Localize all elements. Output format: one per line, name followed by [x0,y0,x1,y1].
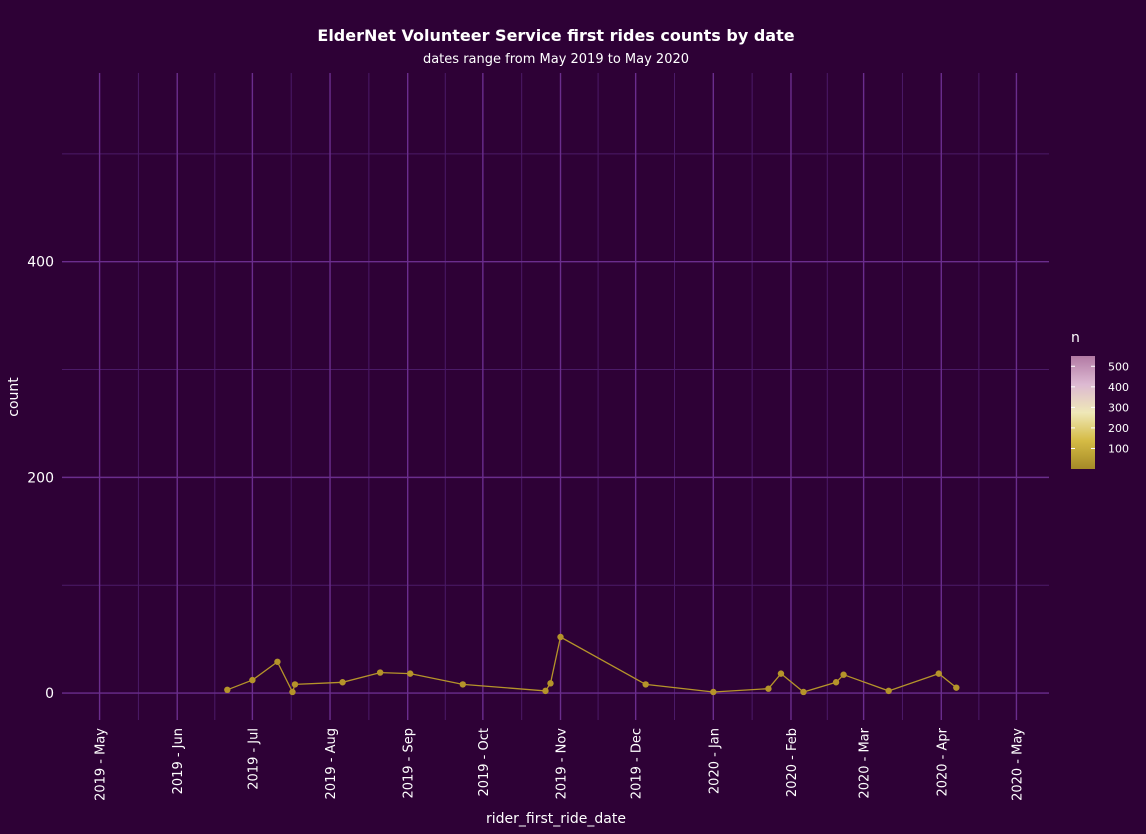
data-point [376,669,384,676]
data-point [289,688,296,696]
x-tick-label: 2019 - Jul [246,728,261,790]
series-layer [224,633,960,696]
legend-title: n [1071,330,1080,346]
legend-label: 300 [1108,401,1129,414]
x-tick-label: 2019 - Sep [402,728,417,799]
x-axis-title: rider_first_ride_date [486,811,626,827]
x-tick-label: 2019 - May [94,728,109,801]
x-tick-label: 2020 - Apr [935,727,950,796]
x-tick-label: 2020 - Mar [858,727,873,798]
data-point [642,681,649,688]
chart-title: ElderNet Volunteer Service first rides c… [317,26,794,45]
series-line [227,636,957,694]
legend-colorbar [1071,356,1095,469]
y-axis-title: count [6,377,22,417]
x-tick-label: 2020 - Feb [785,728,800,797]
data-point [777,670,785,677]
legend-label: 100 [1108,442,1129,455]
x-tick-label: 2019 - Oct [477,728,492,797]
legend-label: 400 [1108,381,1129,394]
x-tick-label: 2019 - Dec [630,728,645,799]
data-point [840,671,847,678]
data-point [407,670,414,677]
data-point [339,679,346,686]
grid-layer [62,73,1049,720]
data-point [557,633,564,641]
data-point [459,681,467,688]
data-point [765,685,772,692]
x-tick-label: 2020 - May [1010,728,1025,801]
data-point [710,688,717,696]
data-point [547,680,554,687]
data-point [832,679,840,686]
legend-label: 500 [1108,360,1129,373]
x-tick-label: 2019 - Jun [171,728,186,794]
x-tick-label: 2020 - Jan [707,728,722,794]
data-point [953,684,960,691]
data-point [800,688,807,696]
data-point [291,681,299,688]
y-tick-label: 0 [45,686,54,702]
data-point [224,686,231,694]
data-point [542,687,549,695]
data-point [935,670,942,677]
legend: n 100 200 300 400 500 [1071,330,1129,469]
legend-label: 200 [1108,422,1129,435]
x-tick-label: 2019 - Nov [555,728,570,800]
x-tick-label: 2019 - Aug [324,728,339,799]
y-tick-label: 400 [27,255,54,271]
data-point [249,676,256,684]
data-point [885,687,892,695]
chart-subtitle: dates range from May 2019 to May 2020 [423,52,689,67]
axis-layer: 0 200 400 2019 - May 2019 - Jun 2019 - Jul 201… [27,255,1025,801]
y-tick-label: 200 [27,470,54,486]
data-point [274,658,281,665]
